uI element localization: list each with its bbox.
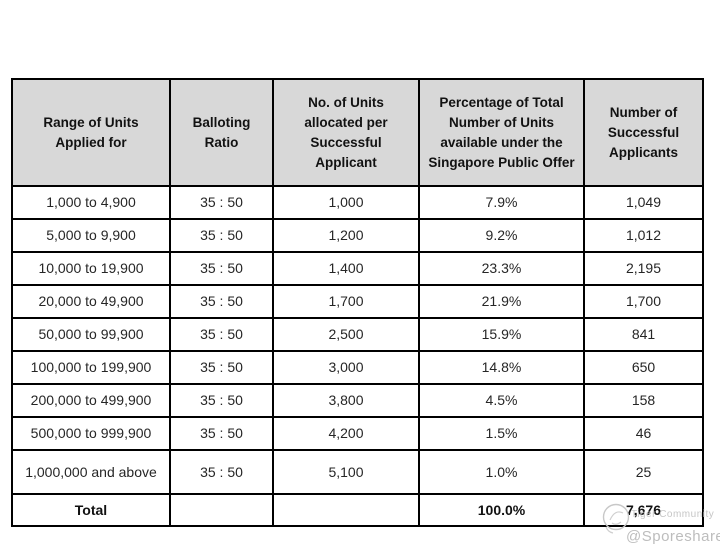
cell-units: 3,800: [272, 383, 420, 418]
table-row: 500,000 to 999,900 35 : 50 4,200 1.5% 46: [11, 416, 704, 451]
cell-applicants: 25: [583, 449, 704, 495]
cell-ratio: 35 : 50: [169, 416, 274, 451]
cell-applicants: 1,049: [583, 185, 704, 220]
cell-range: 1,000 to 4,900: [11, 185, 171, 220]
cell-units: 1,200: [272, 218, 420, 253]
cell-percentage: 14.8%: [418, 350, 585, 385]
table-row: 100,000 to 199,900 35 : 50 3,000 14.8% 6…: [11, 350, 704, 385]
cell-ratio: 35 : 50: [169, 185, 274, 220]
header-balloting-ratio: Balloting Ratio: [169, 78, 274, 187]
cell-ratio: 35 : 50: [169, 218, 274, 253]
cell-applicants: 1,012: [583, 218, 704, 253]
cell-units: 5,100: [272, 449, 420, 495]
table-row: 50,000 to 99,900 35 : 50 2,500 15.9% 841: [11, 317, 704, 352]
table-row: 10,000 to 19,900 35 : 50 1,400 23.3% 2,1…: [11, 251, 704, 286]
watermark-handle: @Sporeshare: [626, 528, 720, 545]
table-header-row: Range of Units Applied for Balloting Rat…: [11, 78, 704, 187]
table-row: 1,000,000 and above 35 : 50 5,100 1.0% 2…: [11, 449, 704, 495]
cell-applicants: 46: [583, 416, 704, 451]
table-total-row: Total 100.0% 7,676: [11, 493, 704, 527]
cell-applicants: 650: [583, 350, 704, 385]
total-units-empty: [272, 493, 420, 527]
cell-percentage: 7.9%: [418, 185, 585, 220]
cell-percentage: 23.3%: [418, 251, 585, 286]
cell-ratio: 35 : 50: [169, 449, 274, 495]
cell-range: 10,000 to 19,900: [11, 251, 171, 286]
allocation-table: Range of Units Applied for Balloting Rat…: [11, 78, 704, 527]
cell-range: 100,000 to 199,900: [11, 350, 171, 385]
cell-units: 3,000: [272, 350, 420, 385]
header-successful-applicants: Number of Successful Applicants: [583, 78, 704, 187]
cell-range: 200,000 to 499,900: [11, 383, 171, 418]
cell-ratio: 35 : 50: [169, 350, 274, 385]
cell-units: 4,200: [272, 416, 420, 451]
cell-ratio: 35 : 50: [169, 251, 274, 286]
cell-units: 2,500: [272, 317, 420, 352]
header-percentage-of-total: Percentage of Total Number of Units avai…: [418, 78, 585, 187]
cell-applicants: 841: [583, 317, 704, 352]
header-units-allocated: No. of Units allocated per Successful Ap…: [272, 78, 420, 187]
total-percentage: 100.0%: [418, 493, 585, 527]
cell-range: 1,000,000 and above: [11, 449, 171, 495]
cell-ratio: 35 : 50: [169, 284, 274, 319]
cell-percentage: 4.5%: [418, 383, 585, 418]
table-row: 5,000 to 9,900 35 : 50 1,200 9.2% 1,012: [11, 218, 704, 253]
cell-range: 20,000 to 49,900: [11, 284, 171, 319]
cell-percentage: 1.5%: [418, 416, 585, 451]
total-label: Total: [11, 493, 171, 527]
cell-applicants: 2,195: [583, 251, 704, 286]
cell-percentage: 15.9%: [418, 317, 585, 352]
cell-range: 50,000 to 99,900: [11, 317, 171, 352]
cell-range: 5,000 to 9,900: [11, 218, 171, 253]
cell-ratio: 35 : 50: [169, 383, 274, 418]
cell-units: 1,700: [272, 284, 420, 319]
cell-applicants: 158: [583, 383, 704, 418]
total-ratio-empty: [169, 493, 274, 527]
cell-ratio: 35 : 50: [169, 317, 274, 352]
cell-percentage: 9.2%: [418, 218, 585, 253]
cell-units: 1,400: [272, 251, 420, 286]
table-row: 1,000 to 4,900 35 : 50 1,000 7.9% 1,049: [11, 185, 704, 220]
table-row: 200,000 to 499,900 35 : 50 3,800 4.5% 15…: [11, 383, 704, 418]
table-row: 20,000 to 49,900 35 : 50 1,700 21.9% 1,7…: [11, 284, 704, 319]
cell-range: 500,000 to 999,900: [11, 416, 171, 451]
total-applicants: 7,676: [583, 493, 704, 527]
cell-applicants: 1,700: [583, 284, 704, 319]
cell-percentage: 1.0%: [418, 449, 585, 495]
cell-percentage: 21.9%: [418, 284, 585, 319]
header-range-of-units: Range of Units Applied for: [11, 78, 171, 187]
cell-units: 1,000: [272, 185, 420, 220]
